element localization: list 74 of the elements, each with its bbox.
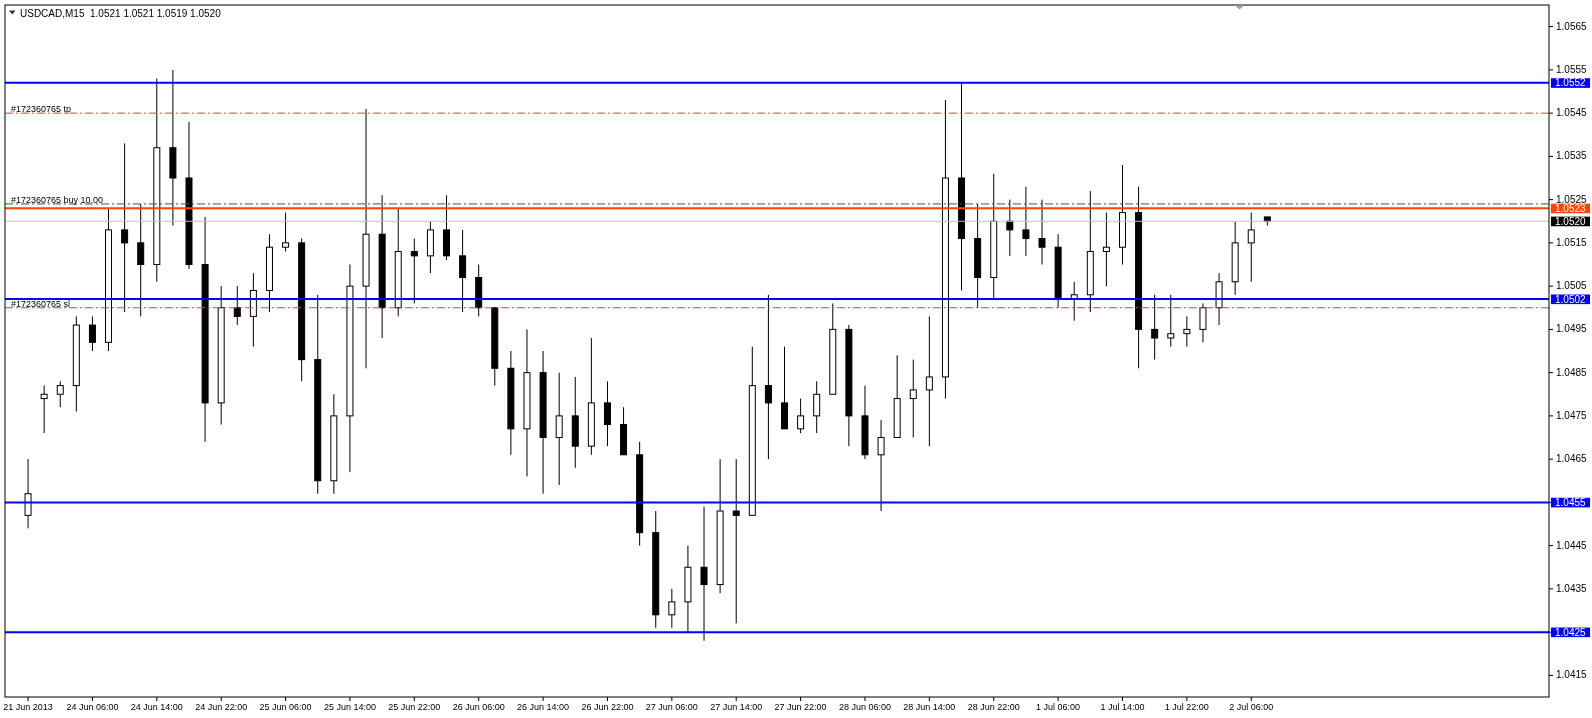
candlestick [1038, 199, 1046, 265]
y-tick-label: 1.0435 [1556, 582, 1588, 594]
ref-line-label: 1.0523 [1555, 202, 1587, 214]
x-tick-label: 28 Jun 06:00 [838, 702, 891, 712]
y-tick-label: 1.0515 [1556, 236, 1588, 248]
candlestick [282, 212, 290, 253]
x-tick-label: 2 Jul 06:00 [1229, 702, 1274, 712]
ref-line-label: 1.0552 [1555, 77, 1587, 89]
candlestick [925, 315, 933, 447]
x-tick-label: 27 Jun 14:00 [710, 702, 763, 712]
x-tick-label: 26 Jun 14:00 [517, 702, 570, 712]
y-tick-label: 1.0535 [1556, 150, 1588, 162]
ref-line-label: #172360765 sl [11, 298, 71, 309]
candlestick [603, 380, 611, 447]
candlestick [88, 315, 96, 352]
candlestick [813, 380, 821, 434]
x-tick-label: 25 Jun 06:00 [259, 702, 312, 712]
ref-line-label: #172360765 tp [11, 104, 72, 115]
x-tick-label: 25 Jun 14:00 [323, 702, 376, 712]
ref-line-label: #172360765 buy 10.00 [11, 194, 104, 205]
candlestick [732, 458, 740, 624]
candlestick [40, 385, 48, 434]
candlestick [1022, 186, 1030, 257]
x-tick-label: 24 Jun 14:00 [130, 702, 183, 712]
candlestick [764, 294, 772, 460]
ref-line-label: 1.0455 [1555, 496, 1587, 508]
candlestick [459, 229, 467, 313]
y-tick-label: 1.0525 [1556, 193, 1588, 205]
candlestick [1151, 294, 1159, 361]
y-tick-label: 1.0475 [1556, 409, 1588, 421]
y-tick-label: 1.0485 [1556, 366, 1588, 378]
y-tick-label: 1.0495 [1556, 323, 1588, 335]
ref-line-label: 1.0520 [1555, 215, 1587, 227]
x-tick-label: 1 Jul 06:00 [1036, 702, 1081, 712]
candlestick [137, 203, 145, 317]
candlestick [1102, 212, 1110, 287]
candlestick [668, 588, 676, 629]
candlestick [877, 419, 885, 512]
x-tick-label: 24 Jun 22:00 [195, 702, 248, 712]
x-tick-label: 24 Jun 06:00 [66, 702, 119, 712]
x-tick-label: 27 Jun 22:00 [774, 702, 827, 712]
candlestick [909, 359, 917, 438]
candlestick [555, 372, 563, 486]
x-tick-label: 26 Jun 22:00 [581, 702, 634, 712]
x-tick-label: 25 Jun 22:00 [388, 702, 441, 712]
candlestick [700, 506, 708, 642]
candlestick [410, 238, 418, 304]
candlestick [1167, 294, 1175, 348]
candlestick [1247, 212, 1255, 283]
ref-line-label: 1.0425 [1555, 626, 1587, 638]
candlestick [24, 458, 32, 529]
candlestick [1199, 302, 1207, 343]
y-tick-label: 1.0555 [1556, 63, 1588, 75]
y-tick-label: 1.0445 [1556, 539, 1588, 551]
x-tick-label: 21 Jun 2013 [3, 702, 53, 712]
x-tick-label: 1 Jul 22:00 [1164, 702, 1209, 712]
y-tick-label: 1.0415 [1556, 669, 1588, 681]
candlestick [56, 380, 64, 408]
candlestick [1183, 315, 1191, 348]
x-tick-label: 27 Jun 06:00 [645, 702, 698, 712]
candlestick [121, 142, 129, 313]
candlestick [1006, 199, 1014, 257]
y-tick-label: 1.0465 [1556, 453, 1588, 465]
x-tick-label: 26 Jun 06:00 [452, 702, 505, 712]
x-tick-label: 28 Jun 22:00 [967, 702, 1020, 712]
ref-line-label: 1.0502 [1555, 293, 1587, 305]
y-tick-label: 1.0505 [1556, 280, 1588, 292]
x-tick-label: 1 Jul 14:00 [1100, 702, 1145, 712]
x-tick-label: 28 Jun 14:00 [903, 702, 956, 712]
candlestick [233, 285, 241, 326]
y-tick-label: 1.0565 [1556, 20, 1588, 32]
y-tick-label: 1.0545 [1556, 107, 1588, 119]
candlestick [797, 398, 805, 434]
chart-title: USDCAD,M15 1.0521 1.0521 1.0519 1.0520 [20, 8, 222, 19]
